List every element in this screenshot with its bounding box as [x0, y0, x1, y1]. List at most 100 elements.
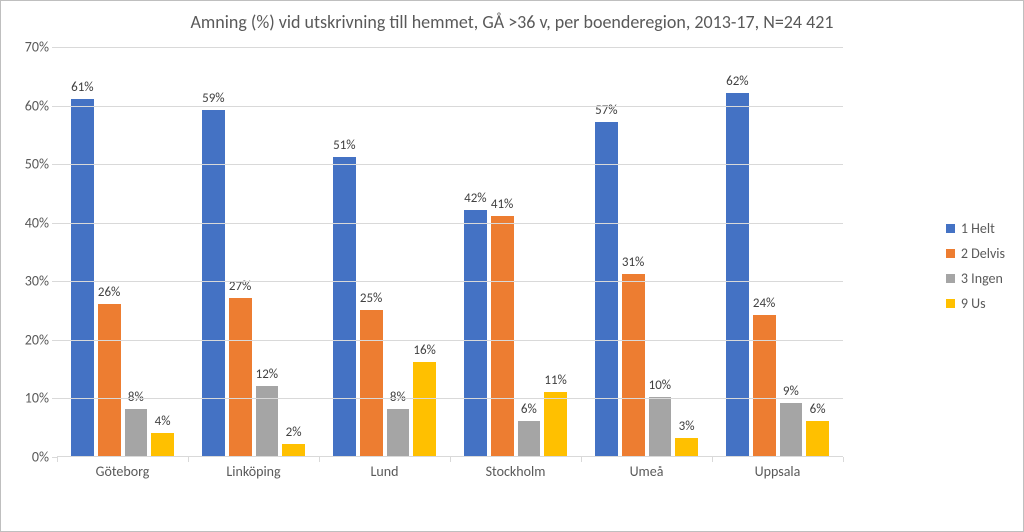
bar: 61% — [71, 99, 94, 456]
bar-value-label: 61% — [71, 80, 93, 95]
y-tick-mark — [52, 398, 57, 399]
chart-title: Amning (%) vid utskrivning till hemmet, … — [1, 1, 1023, 37]
bar-value-label: 16% — [413, 343, 435, 358]
y-tick-label: 20% — [25, 331, 49, 348]
bar-value-label: 6% — [810, 402, 826, 417]
bar-value-label: 42% — [464, 191, 486, 206]
bar-value-label: 62% — [726, 74, 748, 89]
bar-groups: 61%26%8%4%59%27%12%2%51%25%8%16%42%41%6%… — [57, 47, 843, 456]
y-tick-mark — [52, 340, 57, 341]
bar-value-label: 25% — [360, 291, 382, 306]
y-tick-label: 50% — [25, 156, 49, 173]
bar-group: 57%31%10%3% — [581, 47, 712, 456]
x-tick-label: Göteborg — [57, 463, 188, 480]
x-tick-mark — [450, 457, 451, 462]
legend-swatch — [946, 249, 955, 258]
y-tick-label: 60% — [25, 97, 49, 114]
bar-group: 61%26%8%4% — [57, 47, 188, 456]
legend-label: 2 Delvis — [961, 245, 1005, 262]
legend-item: 9 Us — [946, 295, 1005, 312]
bar: 24% — [753, 315, 776, 456]
bar: 26% — [98, 304, 121, 456]
bar: 41% — [491, 216, 514, 456]
bar: 42% — [464, 210, 487, 456]
bar: 6% — [806, 421, 829, 456]
bar-group: 59%27%12%2% — [188, 47, 319, 456]
x-tick-mark — [712, 457, 713, 462]
y-tick-mark — [52, 281, 57, 282]
bar-value-label: 12% — [256, 367, 278, 382]
bar-value-label: 59% — [202, 91, 224, 106]
bar: 57% — [595, 122, 618, 456]
y-tick-label: 0% — [32, 449, 49, 466]
bar: 16% — [413, 362, 436, 456]
legend-swatch — [946, 224, 955, 233]
legend-swatch — [946, 274, 955, 283]
y-tick-mark — [52, 164, 57, 165]
y-tick-label: 40% — [25, 214, 49, 231]
x-tick-label: Uppsala — [712, 463, 843, 480]
y-tick-label: 70% — [25, 39, 49, 56]
chart-body: 61%26%8%4%59%27%12%2%51%25%8%16%42%41%6%… — [57, 47, 843, 483]
legend: 1 Helt 2 Delvis 3 Ingen 9 Us — [946, 212, 1005, 320]
gridline — [57, 398, 843, 399]
bar-group: 51%25%8%16% — [319, 47, 450, 456]
chart-container: Amning (%) vid utskrivning till hemmet, … — [0, 0, 1024, 532]
x-tick-label: Linköping — [188, 463, 319, 480]
gridline — [57, 106, 843, 107]
bar: 62% — [726, 93, 749, 456]
legend-item: 2 Delvis — [946, 245, 1005, 262]
bar-value-label: 6% — [521, 402, 537, 417]
bar: 2% — [282, 444, 305, 456]
bar-group: 62%24%9%6% — [712, 47, 843, 456]
bar: 59% — [202, 110, 225, 456]
bar-value-label: 9% — [783, 384, 799, 399]
bar-value-label: 26% — [98, 285, 120, 300]
bar: 27% — [229, 298, 252, 456]
x-tick-label: Umeå — [581, 463, 712, 480]
gridline — [57, 281, 843, 282]
bar: 4% — [151, 433, 174, 456]
gridline — [57, 340, 843, 341]
bar: 8% — [125, 409, 148, 456]
bar-value-label: 4% — [155, 414, 171, 429]
bar-value-label: 51% — [333, 138, 355, 153]
bar: 10% — [649, 397, 672, 456]
legend-item: 1 Helt — [946, 220, 1005, 237]
legend-label: 1 Helt — [961, 220, 995, 237]
y-tick-mark — [52, 223, 57, 224]
legend-label: 9 Us — [961, 295, 986, 312]
legend-label: 3 Ingen — [961, 270, 1003, 287]
x-tick-mark — [581, 457, 582, 462]
x-tick-label: Stockholm — [450, 463, 581, 480]
x-tick-mark — [188, 457, 189, 462]
y-tick-mark — [52, 47, 57, 48]
bar-value-label: 31% — [622, 255, 644, 270]
legend-item: 3 Ingen — [946, 270, 1005, 287]
bar-value-label: 24% — [753, 296, 775, 311]
x-tick-mark — [319, 457, 320, 462]
y-tick-mark — [52, 106, 57, 107]
plot-area: 61%26%8%4%59%27%12%2%51%25%8%16%42%41%6%… — [57, 47, 843, 457]
x-tick-mark — [57, 457, 58, 462]
bar: 31% — [622, 274, 645, 456]
y-tick-label: 30% — [25, 273, 49, 290]
bar: 8% — [387, 409, 410, 456]
bar-value-label: 41% — [491, 197, 513, 212]
x-axis-labels: GöteborgLinköpingLundStockholmUmeåUppsal… — [57, 463, 843, 480]
legend-swatch — [946, 299, 955, 308]
bar-value-label: 2% — [286, 425, 302, 440]
gridline — [57, 164, 843, 165]
bar: 11% — [544, 392, 567, 456]
bar: 9% — [780, 403, 803, 456]
y-tick-label: 10% — [25, 390, 49, 407]
bar-value-label: 11% — [544, 373, 566, 388]
bar: 25% — [360, 310, 383, 456]
x-tick-label: Lund — [319, 463, 450, 480]
bar: 6% — [518, 421, 541, 456]
x-tick-mark — [843, 457, 844, 462]
bar-value-label: 3% — [679, 419, 695, 434]
bar: 12% — [256, 386, 279, 456]
bar-group: 42%41%6%11% — [450, 47, 581, 456]
bar-value-label: 10% — [649, 378, 671, 393]
